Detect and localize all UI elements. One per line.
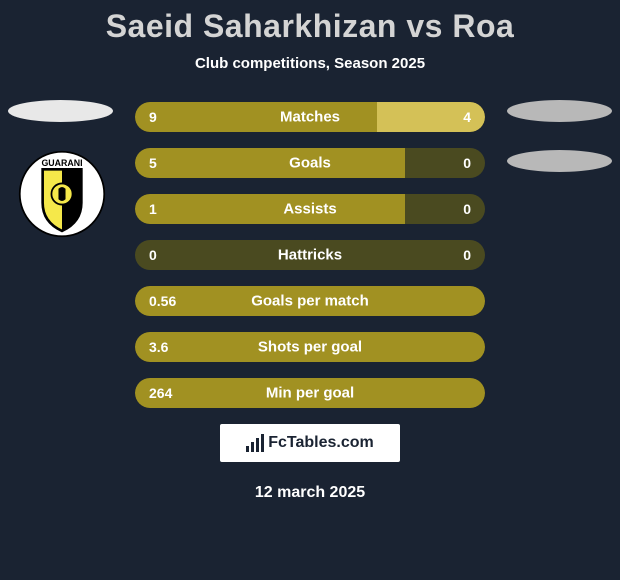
stat-label: Shots per goal [258,339,362,356]
brand-logo: FcTables.com [220,424,400,462]
stat-value-left: 264 [149,385,172,401]
comparison-chart: GUARANI 9 4 Matches 5 0 Goals 1 0 Assists 0 0 Hattr… [0,102,620,408]
stat-label: Goals [289,155,331,172]
stat-bar-left [135,148,405,178]
stat-row: 264 Min per goal [135,378,485,408]
stat-value-left: 0.56 [149,293,176,309]
stat-bar-left [135,194,405,224]
club-badge-guarani: GUARANI [18,150,106,238]
ellipse-placeholder-icon [507,100,612,122]
stat-label: Goals per match [251,293,369,310]
svg-text:GUARANI: GUARANI [41,158,82,168]
stat-value-left: 9 [149,109,157,125]
stat-row: 5 0 Goals [135,148,485,178]
footer-date: 12 march 2025 [0,484,620,502]
brand-text: FcTables.com [268,434,374,452]
stat-value-right: 0 [463,201,471,217]
bars-icon [246,434,264,452]
stat-bars-container: 9 4 Matches 5 0 Goals 1 0 Assists 0 0 Hattricks 0.56… [135,102,485,408]
stat-bar-left [135,102,377,132]
stat-label: Hattricks [278,247,342,264]
stat-row: 0.56 Goals per match [135,286,485,316]
player-right-badge-slot [507,100,612,172]
stat-row: 1 0 Assists [135,194,485,224]
stat-label: Matches [280,109,340,126]
page-title: Saeid Saharkhizan vs Roa [0,0,620,45]
stat-value-right: 4 [463,109,471,125]
stat-value-right: 0 [463,155,471,171]
stat-row: 3.6 Shots per goal [135,332,485,362]
ellipse-placeholder-icon [8,100,113,122]
stat-row: 9 4 Matches [135,102,485,132]
stat-label: Min per goal [266,385,354,402]
stat-label: Assists [283,201,336,218]
page-subtitle: Club competitions, Season 2025 [0,55,620,72]
stat-value-left: 5 [149,155,157,171]
player-left-badge-slot [8,100,113,122]
stat-value-left: 1 [149,201,157,217]
stat-value-left: 0 [149,247,157,263]
stat-row: 0 0 Hattricks [135,240,485,270]
stat-value-right: 0 [463,247,471,263]
stat-value-left: 3.6 [149,339,168,355]
ellipse-placeholder-icon [507,150,612,172]
